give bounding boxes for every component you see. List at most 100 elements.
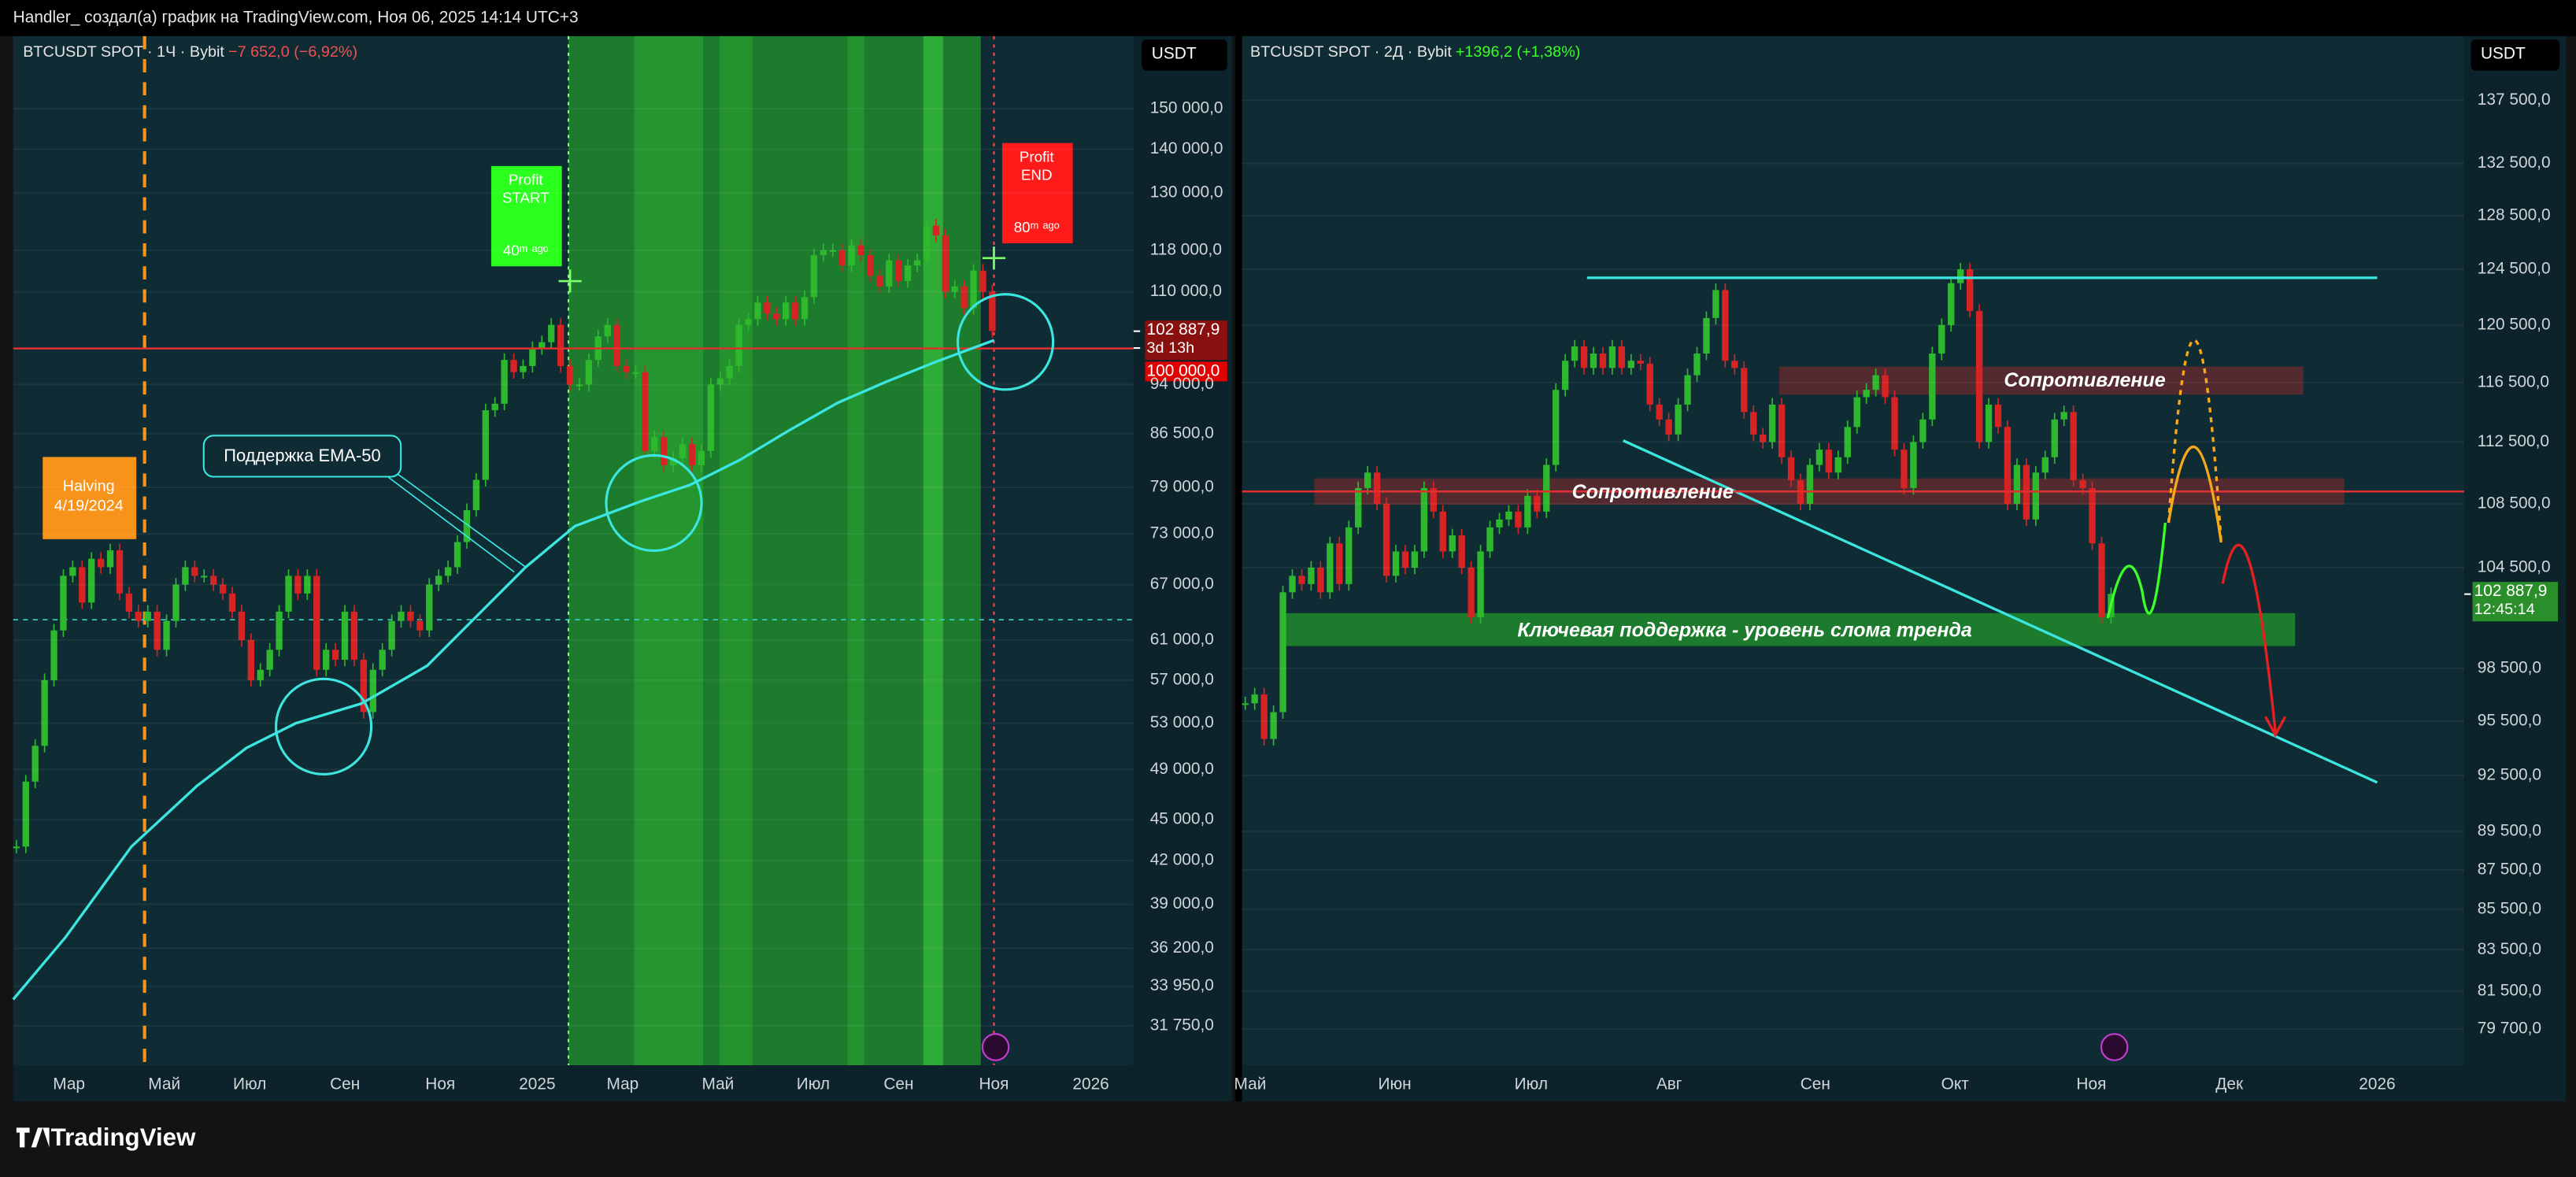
candle <box>182 567 189 585</box>
candle <box>41 679 48 746</box>
candle <box>520 365 527 372</box>
candle <box>642 372 649 451</box>
y-tick-label: 108 500,0 <box>2478 494 2551 512</box>
chart-author: Handler_ создал(а) график на TradingView… <box>13 8 579 26</box>
candle <box>801 297 809 320</box>
candle <box>13 846 20 849</box>
candle <box>1270 712 1277 739</box>
candle <box>407 611 414 621</box>
x-tick-label: Мар <box>606 1075 638 1094</box>
candle <box>2041 457 2049 473</box>
candle <box>1430 487 1437 512</box>
candle <box>323 650 330 670</box>
candle <box>1327 543 1334 593</box>
candle <box>209 576 217 585</box>
x-tick-label: Ноя <box>425 1075 455 1094</box>
y-tick-label: 73 000,0 <box>1150 524 1214 542</box>
candle <box>895 260 902 282</box>
halving-label: Halving <box>63 477 115 494</box>
y-tick-label: 140 000,0 <box>1150 139 1223 157</box>
candle <box>1543 465 1550 512</box>
y-tick-label: 98 500,0 <box>2478 658 2541 676</box>
candle <box>463 509 471 542</box>
candle <box>106 550 114 568</box>
candle <box>1608 346 1616 368</box>
level-label: 100 000,0 <box>1147 361 1220 379</box>
candle <box>1336 543 1343 584</box>
last-price-label: 102 887,9 <box>1147 320 1220 339</box>
y-tick-label: 92 500,0 <box>2478 765 2541 783</box>
candle <box>1778 404 1786 457</box>
candle <box>1882 375 1889 398</box>
candle <box>472 479 480 510</box>
y-tick-label: 104 500,0 <box>2478 558 2551 576</box>
candle <box>144 611 151 621</box>
candle <box>1401 551 1409 568</box>
y-tick-label: 42 000,0 <box>1150 850 1214 868</box>
candle <box>1515 511 1522 527</box>
symbol-label: BTCUSDT SPOT · 1Ч · Bybit <box>23 43 224 61</box>
y-tick-label: 120 500,0 <box>2478 315 2551 333</box>
candle <box>848 245 855 266</box>
candle <box>2060 412 2067 420</box>
candle <box>426 584 433 631</box>
candle <box>1910 442 1917 488</box>
candle <box>857 245 864 256</box>
candle <box>1553 390 1560 465</box>
candle <box>1768 404 1776 442</box>
candle <box>548 324 555 342</box>
y-tick-label: 49 000,0 <box>1150 760 1214 778</box>
candle <box>276 611 283 650</box>
candle <box>1938 324 1945 354</box>
profit-end-label: Profit <box>1020 148 1055 165</box>
x-tick-label: Сен <box>330 1075 360 1094</box>
countdown-label: 12:45:14 <box>2474 601 2535 618</box>
candle <box>576 384 583 387</box>
currency-button[interactable]: USDT <box>1152 44 1197 62</box>
candle <box>529 348 536 366</box>
candle <box>838 250 846 266</box>
currency-button[interactable]: USDT <box>2481 44 2526 62</box>
y-tick-label: 112 500,0 <box>2478 432 2549 450</box>
x-tick-label: Сен <box>1801 1075 1830 1094</box>
candle <box>388 620 395 650</box>
candle <box>1279 592 1286 712</box>
x-tick-label: Ноя <box>2076 1075 2106 1094</box>
candle <box>698 450 705 465</box>
candle <box>913 260 921 266</box>
profit-start-label: Profit <box>509 172 544 188</box>
candle <box>313 576 320 670</box>
candle <box>1298 576 1305 584</box>
candle <box>1872 375 1879 390</box>
candle <box>1853 397 1860 427</box>
candle <box>1806 465 1814 504</box>
y-tick-label: 39 000,0 <box>1150 894 1214 912</box>
x-tick-label: Ноя <box>979 1075 1009 1094</box>
y-tick-label: 67 000,0 <box>1150 575 1214 593</box>
candle <box>350 611 358 660</box>
candle <box>810 255 818 298</box>
candle <box>745 319 752 325</box>
candle <box>1731 361 1738 368</box>
x-tick-label: Июл <box>233 1075 266 1094</box>
candle <box>2089 487 2096 544</box>
candle <box>886 260 893 287</box>
y-tick-label: 150 000,0 <box>1150 98 1223 117</box>
candle <box>1505 511 1512 520</box>
candle <box>135 611 142 621</box>
candle <box>773 313 780 320</box>
candle <box>1524 495 1531 527</box>
candle <box>1534 495 1541 512</box>
y-tick-label: 83 500,0 <box>2478 940 2541 958</box>
y-tick-label: 61 000,0 <box>1150 630 1214 648</box>
candle <box>970 270 977 309</box>
candle <box>679 443 687 458</box>
x-tick-label: Май <box>701 1075 734 1094</box>
candle <box>1646 363 1653 405</box>
candle <box>97 558 105 568</box>
y-tick-label: 79 700,0 <box>2478 1020 2541 1038</box>
candle <box>88 558 95 603</box>
candle <box>2070 412 2077 481</box>
profit-end-time: 80ᵐ ᵃᵍᵒ <box>1014 219 1060 235</box>
